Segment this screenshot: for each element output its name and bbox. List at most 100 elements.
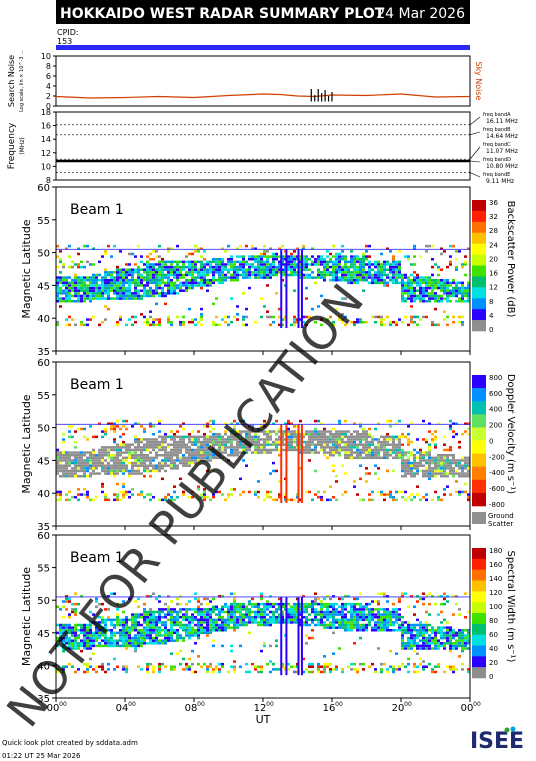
- backscatter-power-cell: [98, 289, 101, 292]
- spectral-width-cell: [344, 595, 347, 598]
- spectral-width-cell: [353, 623, 356, 627]
- spectral-width-cell: [320, 602, 323, 606]
- doppler-velocity-cell: [209, 430, 212, 433]
- spectral-width-cell: [146, 595, 149, 598]
- backscatter-power-cell: [155, 276, 158, 279]
- spectral-width-cell: [302, 657, 305, 661]
- spectral-width-cell: [299, 605, 302, 609]
- backscatter-power-cell: [134, 320, 137, 324]
- spectral-width-cell: [275, 615, 278, 619]
- doppler-velocity-cell: [377, 448, 380, 452]
- backscatter-power-cell: [80, 289, 83, 292]
- spectral-width-cell: [410, 626, 413, 629]
- spectral-width-cell: [452, 628, 455, 632]
- backscatter-power-cell: [62, 292, 65, 295]
- spectral-width-cell: [458, 644, 461, 648]
- spectral-width-cell: [86, 626, 89, 629]
- spectral-width-cell: [428, 623, 431, 627]
- backscatter-power-cell: [65, 292, 68, 295]
- backscatter-power-colorbar-swatch: [472, 221, 486, 234]
- backscatter-power-cell: [401, 299, 404, 303]
- doppler-velocity-cell: [404, 472, 407, 475]
- spectral-width-cell: [224, 621, 227, 624]
- spectral-width-cell: [74, 639, 77, 642]
- spectral-width-cell: [104, 634, 107, 637]
- backscatter-power-cell: [194, 265, 197, 269]
- backscatter-power-cell: [365, 257, 368, 261]
- spectral-width-cell: [290, 608, 293, 611]
- spectral-width-cell: [407, 670, 410, 674]
- backscatter-power-cell: [110, 284, 113, 287]
- spectral-width-cell: [80, 628, 83, 632]
- backscatter-power-cell: [263, 250, 266, 253]
- doppler-velocity-cell: [239, 446, 242, 449]
- backscatter-power-cell: [167, 281, 170, 285]
- backscatter-power-cell: [242, 323, 245, 327]
- backscatter-power-cell: [236, 271, 239, 274]
- backscatter-power-cell: [137, 292, 140, 295]
- doppler-velocity-cell: [158, 446, 161, 449]
- spectral-width-cell: [110, 628, 113, 632]
- spectral-width-cell: [221, 621, 224, 624]
- backscatter-power-cell: [206, 281, 209, 285]
- doppler-velocity-cell: [344, 430, 347, 433]
- spectral-width-cell: [95, 597, 98, 601]
- spectral-width-cell: [251, 662, 254, 666]
- spectral-width-cell: [371, 662, 374, 666]
- backscatter-power-cell: [221, 281, 224, 285]
- doppler-velocity-cell: [323, 435, 326, 439]
- backscatter-power-cell: [428, 244, 431, 248]
- spectral-width-cell: [137, 628, 140, 632]
- backscatter-power-cell: [326, 250, 329, 253]
- backscatter-power-cell: [341, 297, 344, 300]
- spectral-width-cell: [317, 665, 320, 669]
- backscatter-power-cell: [89, 286, 92, 290]
- noise-ylabel-sub: Log scale, lin × 10^-3 ...: [19, 50, 25, 112]
- backscatter-power-cell: [341, 271, 344, 274]
- backscatter-power-cell: [320, 255, 323, 258]
- spectral-width-cell: [236, 602, 239, 606]
- doppler-velocity-cell: [401, 467, 404, 470]
- doppler-velocity-cell: [122, 469, 125, 473]
- spectral-width-cell: [239, 610, 242, 614]
- spectral-width-cell: [323, 670, 326, 674]
- spectral-width-cell: [119, 618, 122, 622]
- backscatter-power-cell: [230, 255, 233, 258]
- spectral-width-cell: [110, 623, 113, 627]
- doppler-velocity-cell: [128, 443, 131, 446]
- spectral-width-cell: [215, 605, 218, 609]
- doppler-velocity-ytick-label: 55: [37, 391, 50, 402]
- spectral-width-cell: [143, 642, 146, 645]
- spectral-width-cell: [170, 613, 173, 616]
- spectral-width-cell: [203, 597, 206, 601]
- backscatter-power-cell: [188, 278, 191, 282]
- spectral-width-cell: [176, 652, 179, 655]
- spectral-width-cell: [89, 626, 92, 629]
- doppler-velocity-cell: [257, 448, 260, 452]
- backscatter-power-cell: [386, 260, 389, 264]
- spectral-width-cell: [404, 665, 407, 669]
- backscatter-power-cell: [368, 263, 371, 266]
- spectral-width-cell: [311, 670, 314, 674]
- backscatter-power-cell: [464, 260, 467, 264]
- doppler-velocity-cell: [83, 469, 86, 473]
- spectral-width-cell: [272, 615, 275, 619]
- spectral-width-cell: [467, 670, 470, 674]
- backscatter-power-cell: [98, 294, 101, 298]
- doppler-velocity-cell: [158, 464, 161, 467]
- backscatter-power-cell: [158, 294, 161, 298]
- spectral-width-cell: [170, 631, 173, 635]
- doppler-velocity-cell: [182, 456, 185, 460]
- backscatter-power-cell: [107, 273, 110, 277]
- backscatter-power-cell: [431, 281, 434, 285]
- backscatter-power-cell: [365, 273, 368, 277]
- spectral-width-cell: [146, 670, 149, 674]
- backscatter-power-cell: [83, 281, 86, 285]
- spectral-width-cell: [101, 602, 104, 606]
- doppler-velocity-cell: [314, 419, 317, 423]
- backscatter-power-cell: [176, 273, 179, 277]
- spectral-width-cell: [437, 595, 440, 598]
- doppler-velocity-cell: [452, 474, 455, 478]
- doppler-velocity-cell: [467, 469, 470, 473]
